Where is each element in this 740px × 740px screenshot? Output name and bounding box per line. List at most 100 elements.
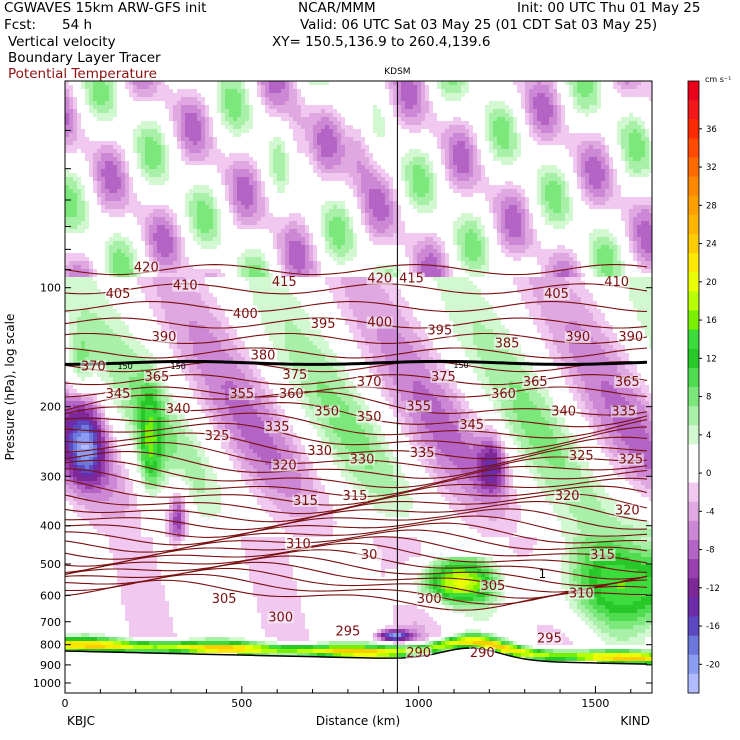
- field-cell: [209, 233, 213, 237]
- field-cell: [101, 125, 105, 129]
- field-cell: [97, 285, 101, 289]
- field-cell: [65, 169, 69, 173]
- field-cell: [69, 325, 73, 329]
- field-cell: [149, 481, 153, 485]
- field-cell: [221, 625, 225, 629]
- field-cell: [209, 369, 213, 373]
- field-cell: [125, 245, 129, 249]
- field-cell: [189, 189, 193, 193]
- field-cell: [165, 609, 169, 613]
- field-cell: [153, 401, 157, 405]
- field-cell: [81, 505, 85, 509]
- field-boundary-layer-tracer: Boundary Layer Tracer: [8, 50, 161, 66]
- field-cell: [229, 125, 233, 129]
- field-cell: [201, 449, 205, 453]
- field-cell: [165, 417, 169, 421]
- field-cell: [233, 185, 237, 189]
- field-cell: [173, 309, 177, 313]
- field-cell: [101, 265, 105, 269]
- field-cell: [209, 249, 213, 253]
- field-cell: [185, 369, 189, 373]
- field-cell: [93, 337, 97, 341]
- field-cell: [157, 601, 161, 605]
- field-cell: [181, 649, 185, 653]
- field-cell: [73, 261, 77, 265]
- field-cell: [109, 169, 113, 173]
- field-cell: [97, 157, 101, 161]
- field-cell: [113, 549, 117, 553]
- field-cell: [101, 457, 105, 461]
- field-cell: [233, 281, 237, 285]
- field-cell: [153, 169, 157, 173]
- field-cell: [85, 585, 89, 589]
- field-cell: [93, 417, 97, 421]
- field-cell: [149, 289, 153, 293]
- field-cell: [245, 117, 249, 121]
- field-cell: [93, 113, 97, 117]
- field-cell: [233, 153, 237, 157]
- field-cell: [89, 601, 93, 605]
- field-cell: [161, 173, 165, 177]
- field-cell: [237, 81, 241, 85]
- field-cell: [121, 645, 125, 649]
- field-cell: [81, 465, 85, 469]
- field-cell: [85, 621, 89, 625]
- field-cell: [73, 185, 77, 189]
- field-cell: [213, 213, 217, 217]
- field-cell: [205, 577, 209, 581]
- field-cell: [117, 357, 121, 361]
- field-cell: [65, 209, 69, 213]
- field-cell: [161, 329, 165, 333]
- field-cell: [185, 197, 189, 201]
- field-cell: [213, 537, 217, 541]
- field-cell: [213, 217, 217, 221]
- field-cell: [73, 97, 77, 101]
- field-cell: [221, 385, 225, 389]
- field-cell: [73, 425, 77, 429]
- field-cell: [193, 369, 197, 373]
- field-cell: [221, 521, 225, 525]
- field-cell: [81, 253, 85, 257]
- field-cell: [201, 549, 205, 553]
- field-cell: [69, 369, 73, 373]
- field-cell: [233, 221, 237, 225]
- field-cell: [237, 113, 241, 117]
- field-cell: [149, 557, 153, 561]
- field-cell: [217, 565, 221, 569]
- field-cell: [93, 629, 97, 633]
- field-cell: [85, 513, 89, 517]
- field-cell: [213, 365, 217, 369]
- field-cell: [117, 457, 121, 461]
- field-cell: [133, 249, 137, 253]
- field-cell: [209, 457, 213, 461]
- field-cell: [177, 185, 181, 189]
- field-cell: [237, 217, 241, 221]
- field-cell: [85, 209, 89, 213]
- field-cell: [201, 529, 205, 533]
- field-cell: [81, 357, 85, 361]
- field-cell: [193, 137, 197, 141]
- field-cell: [189, 181, 193, 185]
- field-cell: [113, 81, 117, 85]
- field-cell: [169, 449, 173, 453]
- field-cell: [217, 329, 221, 333]
- field-cell: [105, 113, 109, 117]
- field-cell: [185, 641, 189, 645]
- field-cell: [165, 141, 169, 145]
- field-cell: [101, 117, 105, 121]
- field-cell: [189, 497, 193, 501]
- field-cell: [217, 373, 221, 377]
- field-cell: [233, 461, 237, 465]
- field-cell: [209, 469, 213, 473]
- field-cell: [113, 633, 117, 637]
- field-cell: [89, 169, 93, 173]
- field-cell: [153, 417, 157, 421]
- field-cell: [189, 321, 193, 325]
- field-cell: [189, 557, 193, 561]
- field-cell: [241, 109, 245, 113]
- field-cell: [173, 217, 177, 221]
- field-cell: [173, 453, 177, 457]
- field-cell: [181, 317, 185, 321]
- field-cell: [237, 177, 241, 181]
- field-cell: [69, 177, 73, 181]
